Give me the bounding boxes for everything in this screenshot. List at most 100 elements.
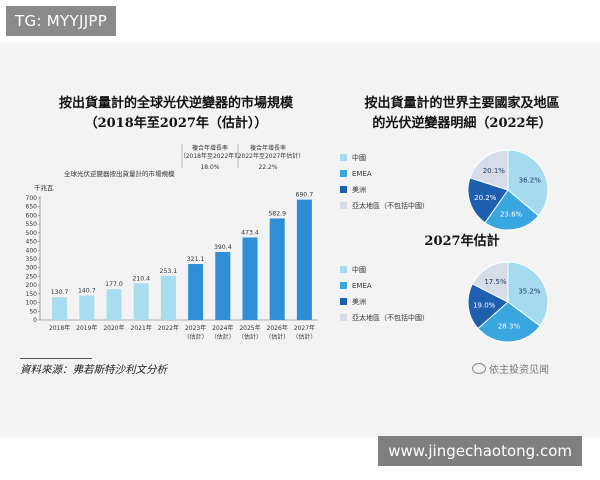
y-axis-label: 千兆瓦 [34,183,54,192]
legend-swatch [340,314,347,321]
pie-section-title-line1: 按出貨量計的世界主要國家及地區 [364,96,560,111]
bar-value-label: 130.7 [51,289,69,296]
legend-swatch [340,170,347,177]
pie-slice [467,177,509,224]
cagr-value-2: 22.2% [258,164,277,171]
legend-label: 美洲 [352,185,366,194]
legend-label: 美洲 [352,297,366,306]
x-tick-sublabel: （估計） [238,333,262,341]
y-tick-label: 700 [26,195,38,202]
y-tick-label: 350 [26,256,38,263]
y-tick-label: 200 [26,282,38,289]
y-tick-label: 300 [26,265,38,272]
x-tick-label: 2020年 [103,324,124,332]
source-rule [20,358,92,359]
watermark-bottom: www.jingechaotong.com [378,436,582,466]
bar [79,295,95,320]
pie-2022-slices: 36.2% 23.6%20.2% 20.1% [467,149,549,231]
cagr-period-2: （2022年至2027年估計） [232,152,305,160]
bar-value-label: 582.9 [268,210,286,217]
y-tick-label: 450 [26,239,38,246]
x-tick-sublabel: （估計） [211,333,235,341]
bar [133,283,149,320]
bar-value-label: 390.4 [214,244,232,251]
y-tick-label: 250 [26,273,38,280]
x-tick-label: 2022年 [158,324,179,332]
cagr-period-1: （2018年至2022年） [180,152,241,160]
bar [160,275,176,320]
legend-label: 亞太地區（不包括中國） [352,313,429,322]
x-tick-sublabel: （估計） [292,333,316,341]
bar-value-label: 210.4 [132,275,150,282]
x-tick-label: 2026年 [267,324,288,332]
weibo-watermark-text: 依主投资见闻 [489,365,549,376]
bar-value-label: 473.4 [241,229,259,236]
pie-slice [471,261,509,303]
bar [52,297,68,320]
watermark-top: TG: MYYJJPP [6,6,117,36]
x-tick-sublabel: （估計） [184,333,208,341]
weibo-icon [472,363,486,374]
legend-swatch [340,186,347,193]
x-tick-label: 2023年 [185,324,206,332]
x-tick-label: 2024年 [212,324,233,332]
y-tick-label: 550 [26,221,38,228]
legend-label: EMEA [352,282,372,290]
pie-slice [467,283,509,330]
y-tick-label: 0 [33,317,37,324]
bar [188,264,204,320]
bar [269,218,285,320]
y-tick-label: 100 [26,300,38,307]
legend-swatch [340,282,347,289]
pie-2027-title: 2027年估計 [424,234,500,249]
x-tick-sublabel: （估計） [265,333,289,341]
bar-legend-label: 全球光伏逆變器按出貨量計的市場規模 [64,169,175,178]
bar-value-label: 321.1 [187,256,205,263]
source-note: 資料來源：弗若斯特沙利文分析 [20,364,167,376]
x-tick-label: 2025年 [239,324,260,332]
pie-section-title-line2: 的光伏逆變器明細（2022年） [372,116,552,131]
y-tick-label: 600 [26,212,38,219]
legend-swatch [340,154,347,161]
bar-chart: 複合年增長率 （2018年至2022年） 18.0% 複合年增長率 （2022年… [26,144,318,341]
bar-value-label: 253.1 [160,268,178,275]
pie-slice [507,149,549,217]
pie-slice [484,189,540,231]
bar-value-label: 690.7 [296,192,314,199]
pie-value-label: 20.1% [483,167,506,175]
legend-label: 中國 [352,265,366,274]
bar-chart-title-line2: （2018年至2027年（估計）） [84,116,268,131]
x-tick-label: 2027年 [294,324,315,332]
bar-value-label: 177.0 [105,281,123,288]
bar [106,289,122,320]
bar-chart-title-line1: 按出貨量計的全球光伏逆變器的市場規模 [58,96,293,111]
y-tick-label: 50 [29,308,37,315]
legend-label: 亞太地區（不包括中國） [352,201,429,210]
legend-swatch [340,298,347,305]
pie-value-label: 36.2% [519,176,542,184]
y-tick-label: 500 [26,230,38,237]
pie-value-label: 23.6% [500,210,523,218]
legend-swatch [340,202,347,209]
pie-value-label: 19.0% [473,302,496,310]
cagr-value-1: 18.0% [200,164,219,171]
bar-layer: 0501001502002503003504004505005506006507… [26,192,318,341]
x-tick-label: 2018年 [49,324,70,332]
cagr-header-1: 複合年增長率 [192,144,228,152]
legend-swatch [340,266,347,273]
pie-value-label: 35.2% [518,288,541,296]
legend-label: EMEA [352,170,372,178]
pie-value-label: 17.5% [484,278,507,286]
pie-2027-slices: 35.2% 28.3% 19.0% 17.5% [467,261,549,343]
bar [296,199,312,320]
legend-label: 中國 [352,153,366,162]
y-tick-label: 150 [26,291,38,298]
pie-slice [469,149,509,191]
pie-slice [477,301,541,343]
bar [242,237,258,320]
x-tick-label: 2021年 [131,324,152,332]
